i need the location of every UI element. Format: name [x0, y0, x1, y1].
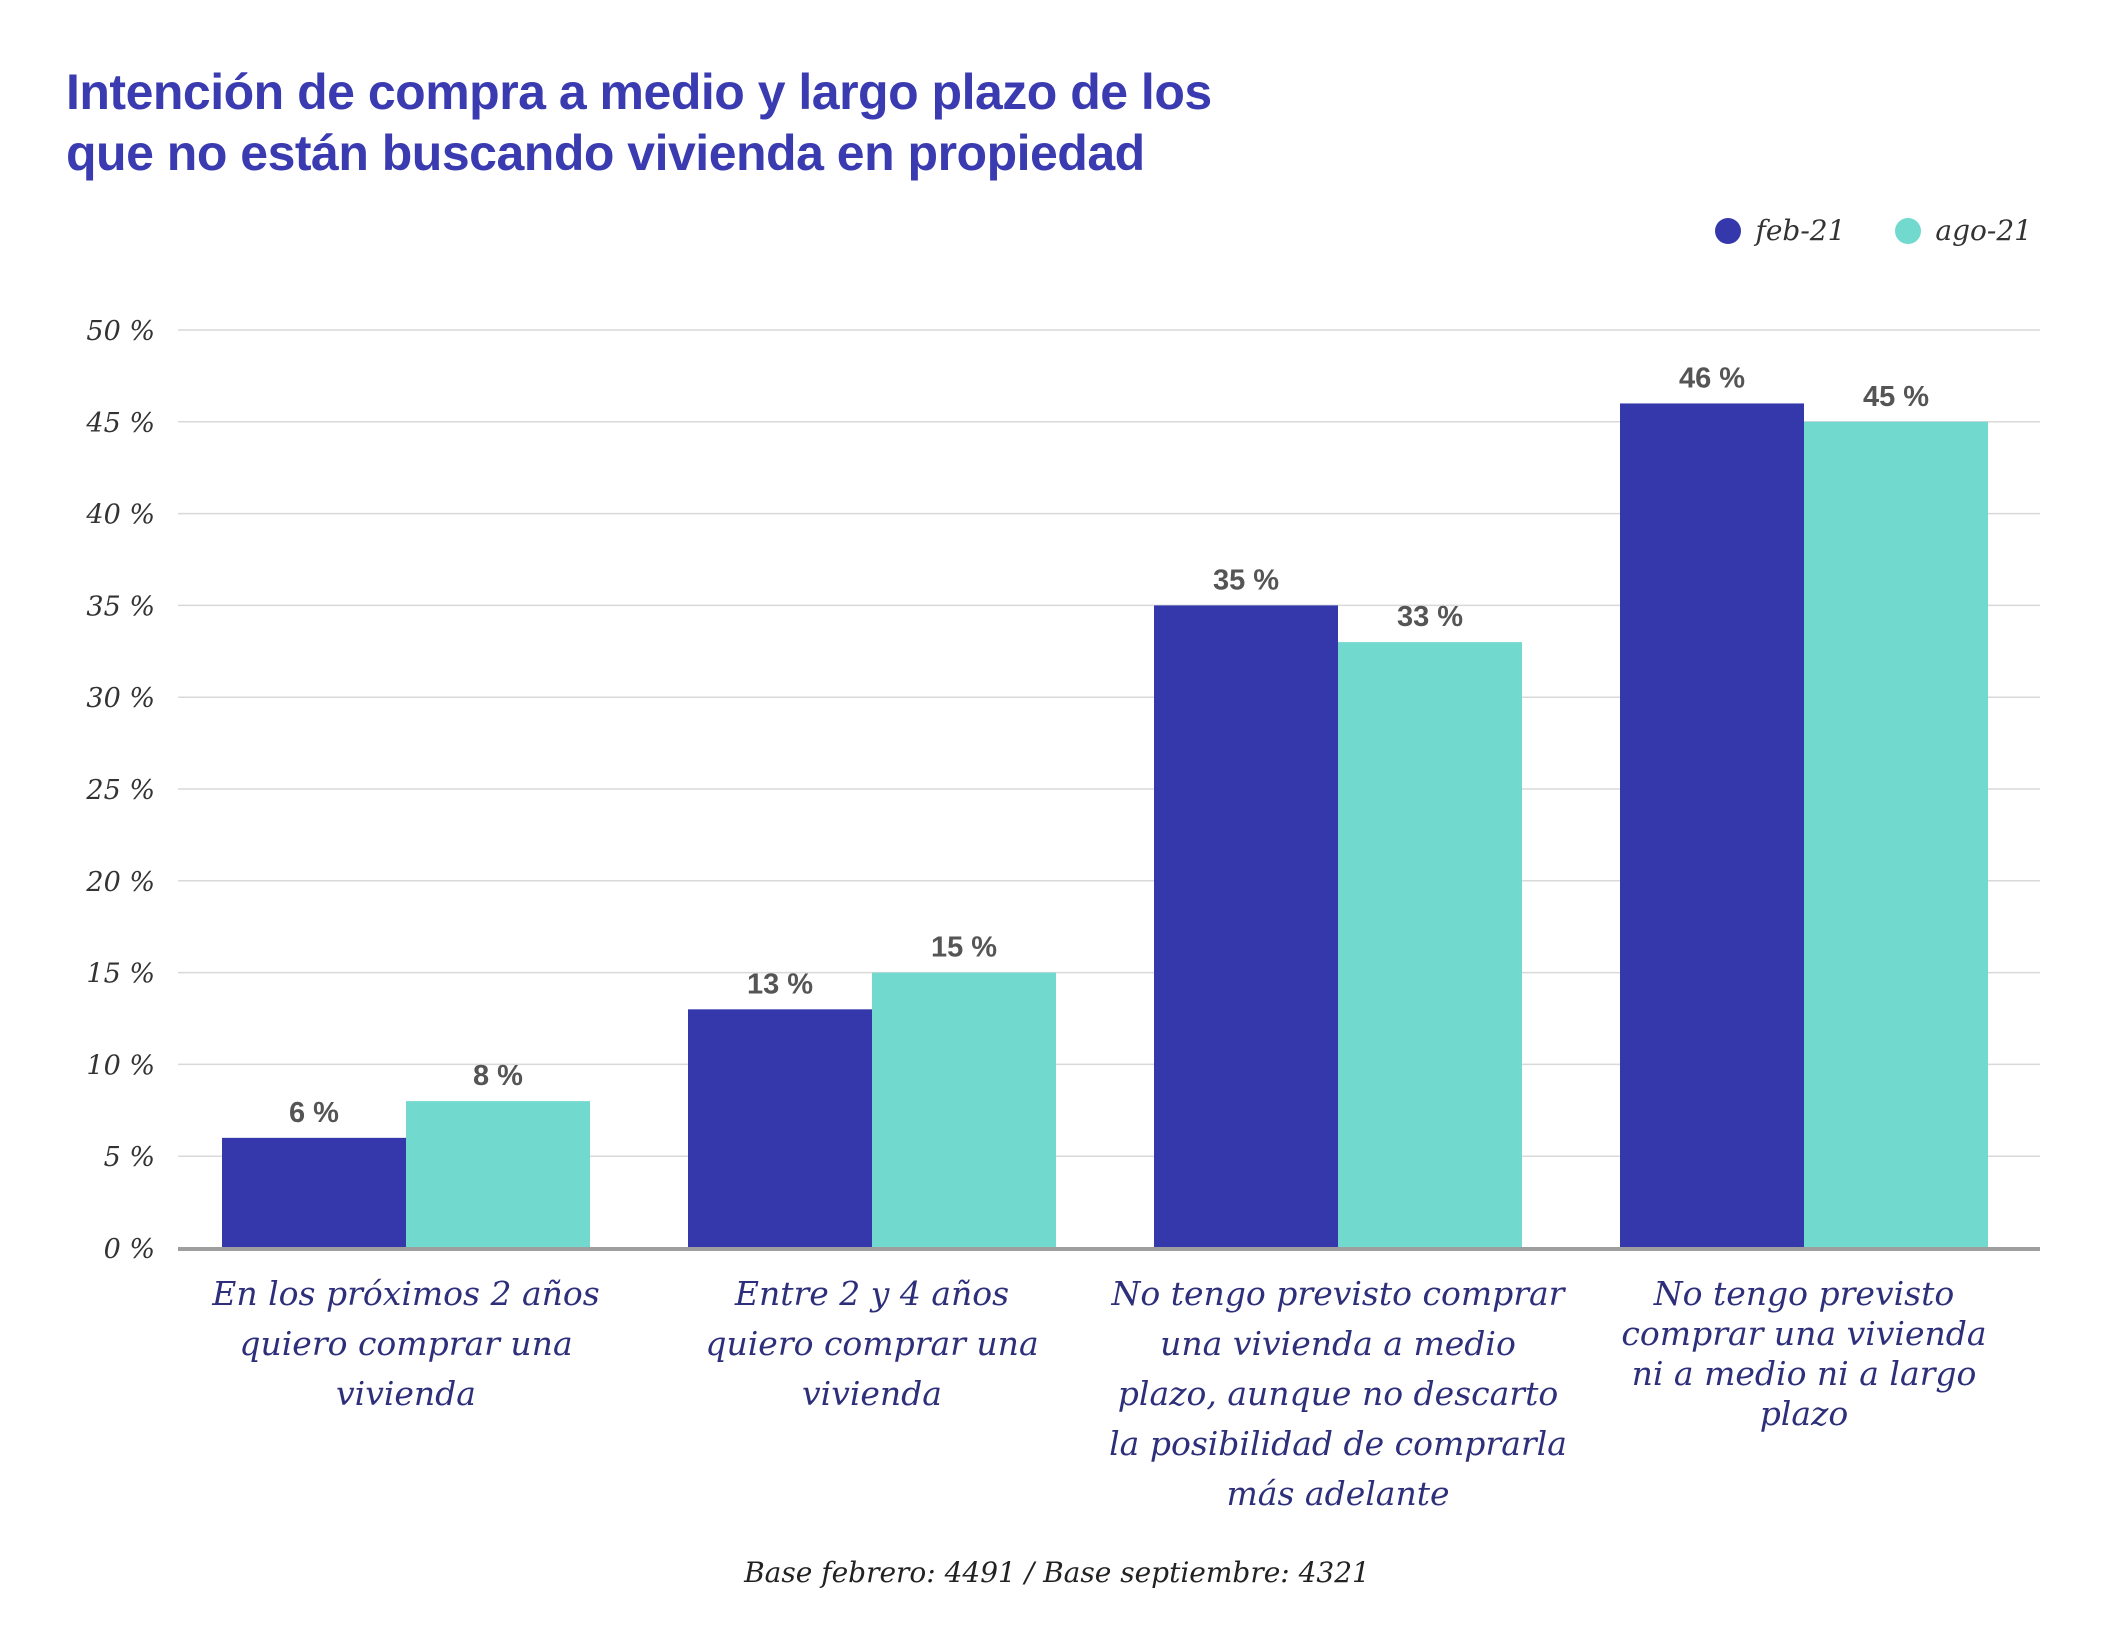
data-label: 13 %: [747, 968, 813, 1000]
x-category-label-line: vivienda: [336, 1374, 476, 1413]
bar-feb-21: [1620, 403, 1804, 1248]
legend-swatch-feb-21: [1715, 217, 1742, 244]
x-category-label-line: la posibilidad de comprarla: [1109, 1424, 1567, 1463]
x-category-label-line: plazo, aunque no descarto: [1118, 1374, 1558, 1413]
bar-ago-21: [1804, 421, 1988, 1248]
y-tick-label: 20 %: [85, 867, 155, 898]
x-category-label-line: En los próximos 2 años: [211, 1274, 599, 1313]
y-tick-label: 5 %: [104, 1142, 155, 1173]
bar-ago-21: [1338, 642, 1522, 1248]
data-label: 6 %: [289, 1097, 339, 1129]
bar-feb-21: [222, 1137, 406, 1248]
x-category-label-line: No tengo previsto comprar: [1111, 1274, 1567, 1313]
x-category-label-line: quiero comprar una: [705, 1324, 1038, 1363]
data-label: 46 %: [1679, 362, 1745, 394]
y-tick-label: 15 %: [86, 959, 155, 990]
bar-ago-21: [872, 972, 1056, 1248]
x-category-label-line: plazo: [1760, 1394, 1849, 1433]
x-category-label: En los próximos 2 años quiero comprar una…: [211, 1274, 599, 1413]
x-category-label: No tengo previsto comprar una vivienda ni …: [1621, 1274, 1986, 1433]
data-label: 35 %: [1213, 564, 1279, 596]
bar-feb-21: [688, 1009, 872, 1248]
x-category-label: Entre 2 y 4 años quiero comprar una vivien…: [705, 1274, 1038, 1413]
x-category-label-line: una vivienda a medio: [1160, 1324, 1516, 1363]
y-tick-label: 25 %: [85, 775, 155, 806]
y-tick-label: 10 %: [86, 1050, 155, 1081]
x-category-label-line: Entre 2 y 4 años: [734, 1274, 1009, 1313]
data-label: 15 %: [931, 932, 997, 964]
legend-item-feb-21: feb-21: [1715, 214, 1845, 247]
x-category-label: No tengo previsto comprar una vivienda a …: [1109, 1274, 1567, 1513]
chart-title: Intención de compra a medio y largo plaz…: [66, 62, 1366, 184]
x-category-label-line: ni a medio ni a largo: [1632, 1354, 1977, 1393]
chart-title-line-2: que no están buscando vivienda en propie…: [66, 125, 1145, 181]
y-tick-label: 45 %: [85, 408, 155, 439]
y-tick-label: 40 %: [85, 500, 155, 531]
x-category-label-line: comprar una vivienda: [1621, 1314, 1986, 1353]
x-category-label-line: vivienda: [802, 1374, 942, 1413]
y-tick-label: 0 %: [104, 1234, 155, 1265]
y-tick-label: 30 %: [86, 683, 155, 714]
legend-swatch-ago-21: [1895, 217, 1922, 244]
legend-label-feb-21: feb-21: [1755, 214, 1846, 247]
x-category-label-line: quiero comprar una: [239, 1324, 572, 1363]
x-category-label-line: No tengo previsto: [1653, 1274, 1954, 1313]
bar-ago-21: [406, 1101, 590, 1248]
y-tick-label: 35 %: [86, 591, 155, 622]
legend-label-ago-21: ago-21: [1935, 214, 2032, 247]
data-label: 8 %: [473, 1060, 523, 1092]
data-label: 33 %: [1397, 601, 1463, 633]
legend-item-ago-21: ago-21: [1895, 214, 2032, 247]
footnote: Base febrero: 4491 / Base septiembre: 43…: [744, 1556, 1370, 1589]
bar-feb-21: [1154, 605, 1338, 1248]
x-category-label-line: más adelante: [1227, 1474, 1450, 1513]
y-tick-label: 50 %: [86, 316, 155, 347]
data-label: 45 %: [1863, 381, 1929, 413]
chart-legend: feb-21 ago-21: [1665, 214, 2032, 247]
chart-title-line-1: Intención de compra a medio y largo plaz…: [66, 64, 1212, 120]
